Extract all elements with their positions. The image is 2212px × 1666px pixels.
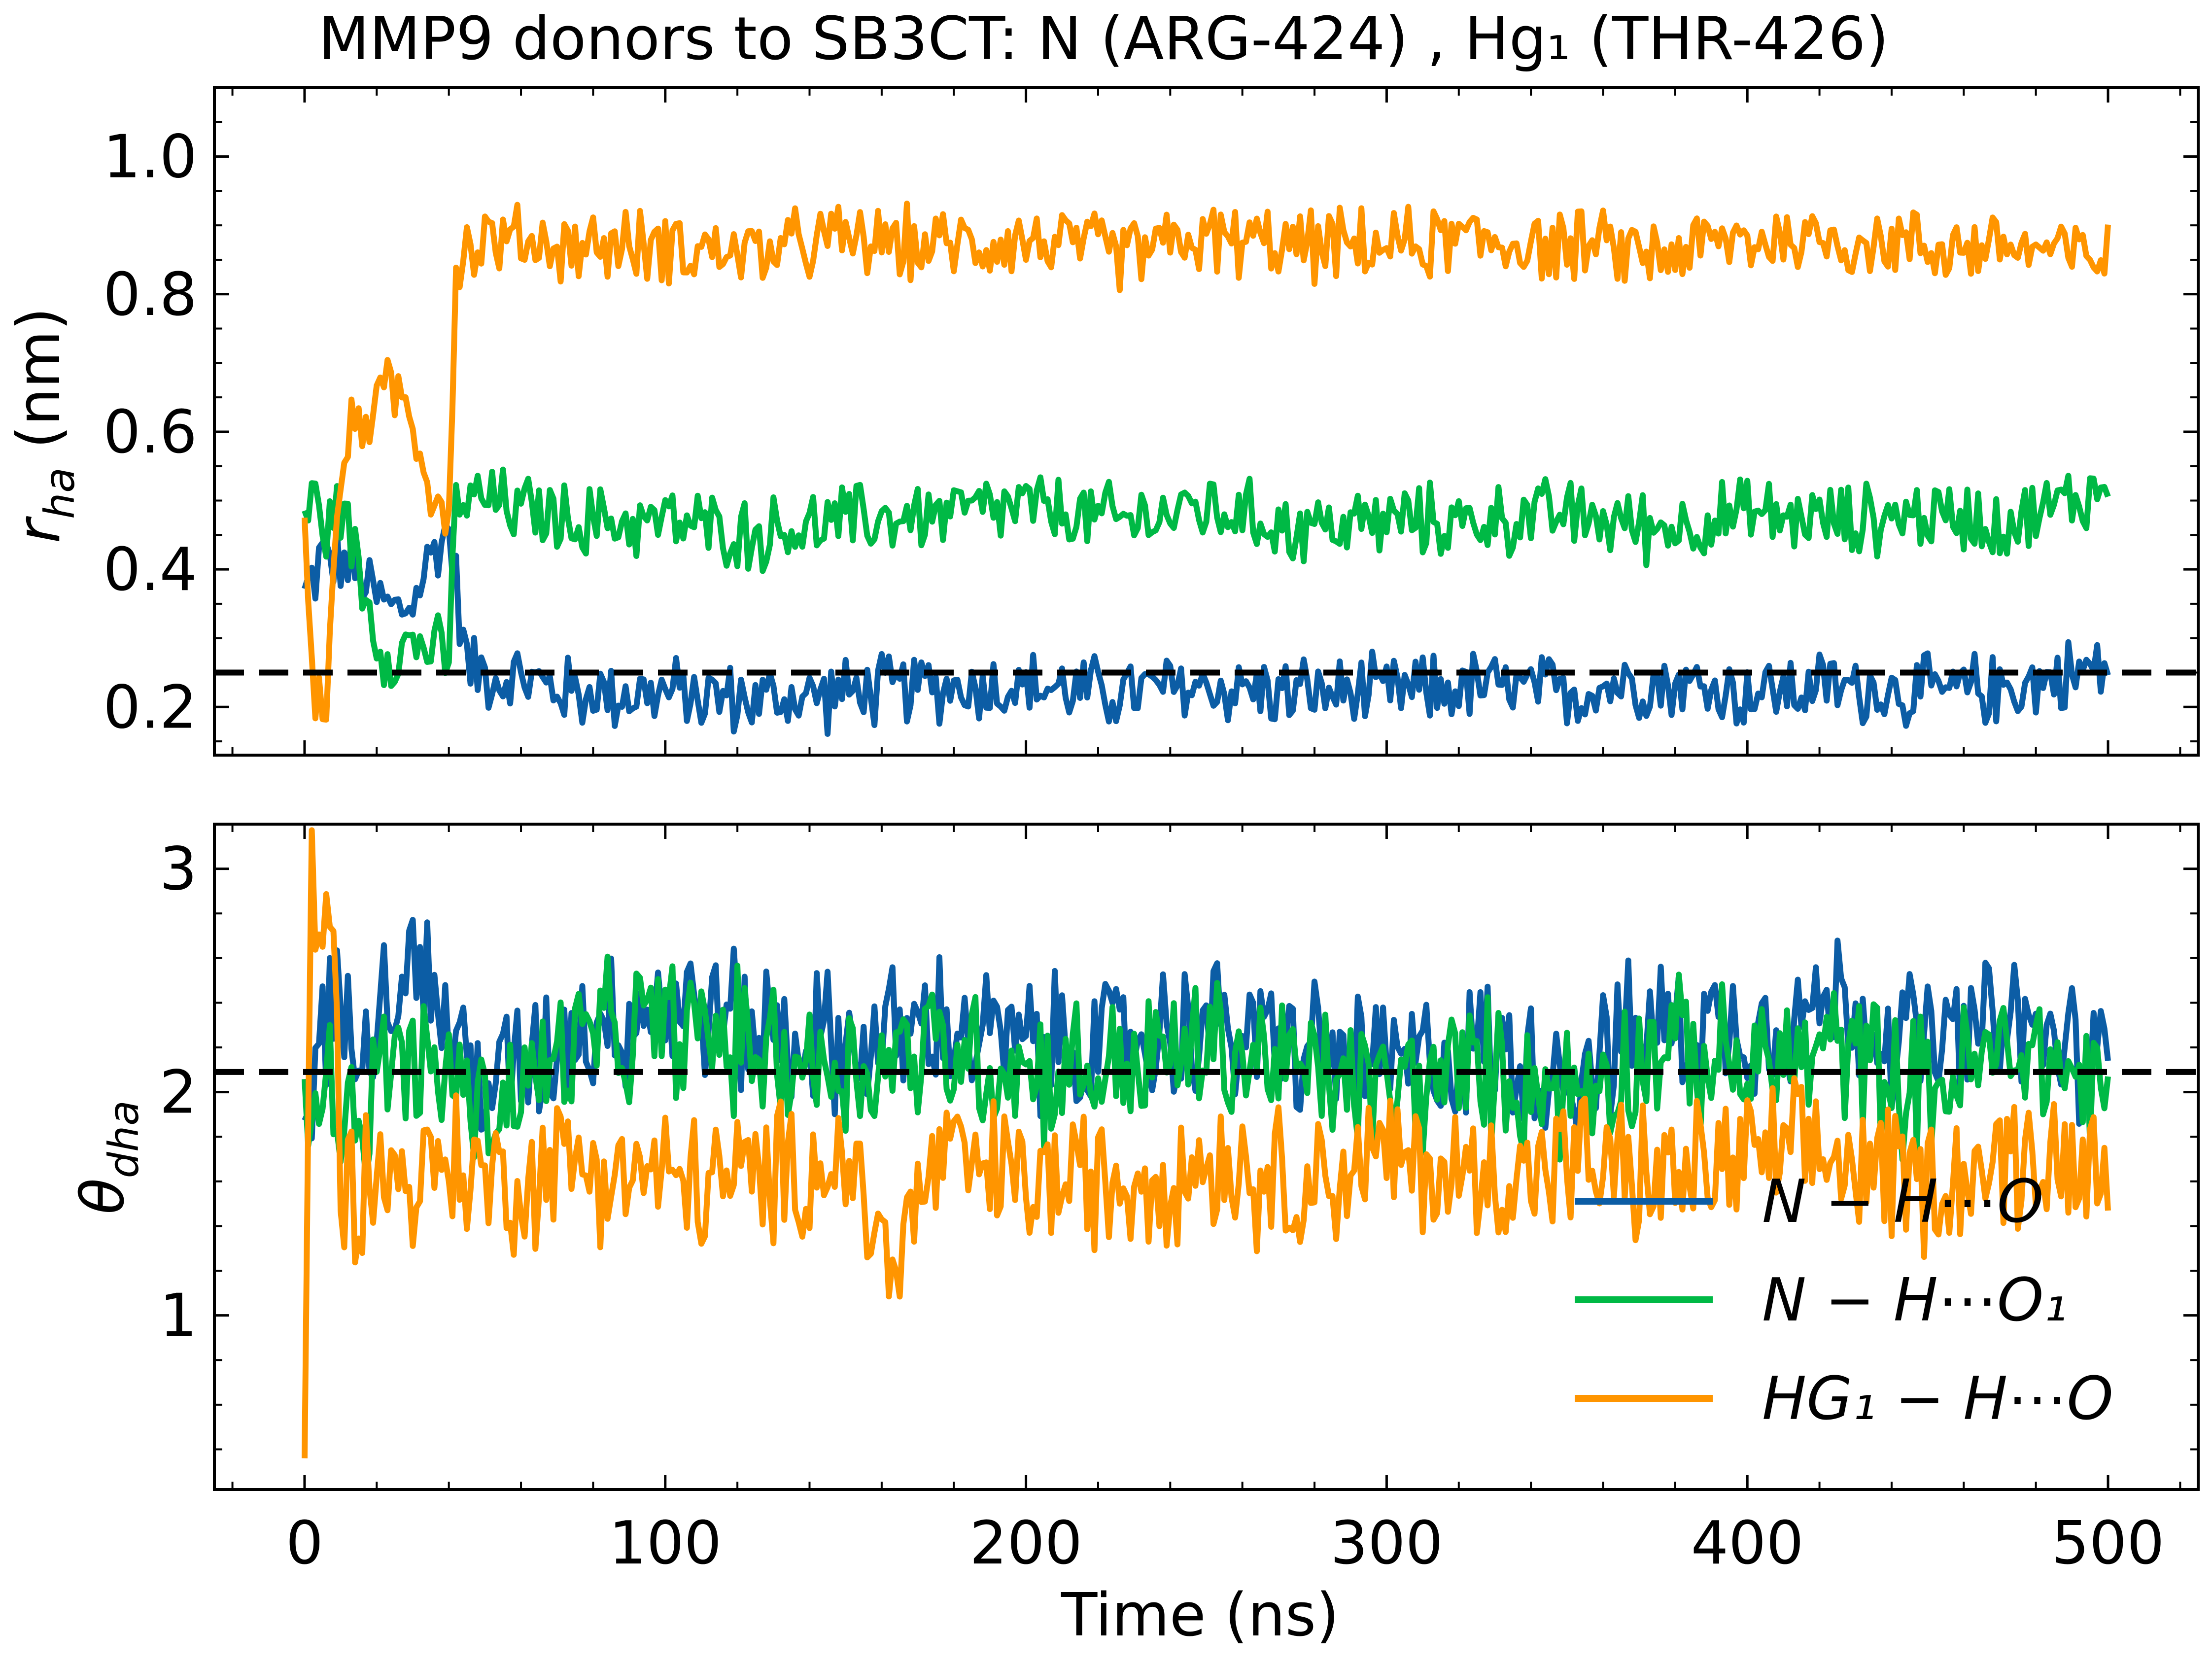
bottom-y-axis-var: θ: [69, 1178, 138, 1214]
y-tick-label-bottom-1: 2: [160, 1059, 197, 1127]
legend-label-1: N − H⋯O₁: [1762, 1266, 2067, 1335]
y-tick-label-top-3: 0.8: [103, 261, 197, 329]
x-tick-label-4: 400: [1691, 1509, 1804, 1578]
legend-label-0: N − H⋯O: [1762, 1168, 2043, 1236]
top-series-group: [302, 201, 2111, 737]
series-line-bottom-2: [302, 827, 2111, 1458]
bottom-y-axis-title: θdha: [69, 1100, 148, 1214]
series-line-bottom-0: [302, 917, 2111, 1142]
y-tick-label-bottom-2: 3: [160, 835, 197, 904]
y-tick-label-bottom-0: 1: [160, 1282, 197, 1351]
x-tick-label-2: 200: [969, 1509, 1082, 1578]
top-y-axis-title: rha (nm): [5, 308, 84, 544]
legend: N − H⋯O N − H⋯O₁ HG₁ − H⋯O: [1575, 1168, 2113, 1433]
bottom-ticks-group: 0 100 200 300 400 500 1 2 3: [160, 824, 2198, 1578]
bottom-panel: 0 100 200 300 400 500 1 2 3 θdha Time (ns) N − H…: [69, 823, 2200, 1650]
x-tick-label-1: 100: [609, 1509, 722, 1578]
series-line-top-0: [302, 522, 2111, 737]
bottom-axes-frame: [213, 823, 2200, 1491]
top-y-axis-var: r: [5, 516, 73, 543]
series-line-top-2: [302, 201, 2111, 723]
y-tick-label-top-2: 0.6: [103, 398, 197, 467]
top-axes-frame: [213, 86, 2200, 757]
x-axis-title: Time (ns): [1061, 1581, 1339, 1650]
y-tick-label-top-4: 1.0: [103, 123, 197, 192]
legend-label-2: HG₁ − H⋯O: [1762, 1365, 2113, 1433]
x-tick-label-3: 300: [1330, 1509, 1443, 1578]
top-y-axis-sub: ha: [35, 467, 84, 519]
x-tick-label-5: 500: [2052, 1509, 2165, 1578]
top-ticks-group: 0.2 0.4 0.6 0.8 1.0: [103, 88, 2198, 755]
series-line-top-1: [302, 466, 2111, 689]
top-panel: 0.2 0.4 0.6 0.8 1.0 rha (nm): [5, 86, 2200, 757]
top-y-axis-unit: (nm): [5, 308, 73, 468]
y-tick-label-top-0: 0.2: [103, 673, 197, 742]
bottom-y-axis-sub: dha: [100, 1100, 148, 1178]
chart-title: MMP9 donors to SB3CT: N (ARG-424) , Hg₁ …: [318, 5, 1889, 73]
x-tick-label-0: 0: [286, 1509, 323, 1578]
y-tick-label-top-1: 0.4: [103, 536, 197, 604]
